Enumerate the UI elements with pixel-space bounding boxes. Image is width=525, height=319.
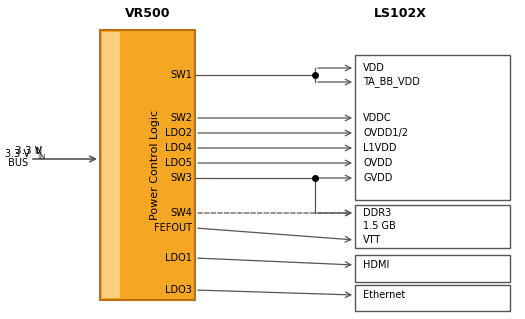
Text: LDO4: LDO4 (165, 143, 192, 153)
Text: 3.3 V: 3.3 V (5, 149, 30, 159)
Text: HDMI: HDMI (363, 260, 390, 270)
FancyBboxPatch shape (355, 55, 510, 200)
FancyBboxPatch shape (355, 205, 510, 248)
Text: LS102X: LS102X (374, 7, 426, 20)
Text: Ethernet: Ethernet (363, 290, 405, 300)
Text: VDD: VDD (363, 63, 385, 73)
Text: 3.3 V: 3.3 V (15, 146, 42, 156)
Text: OVDD1/2: OVDD1/2 (363, 128, 408, 138)
Text: SW4: SW4 (170, 208, 192, 218)
FancyBboxPatch shape (100, 30, 195, 300)
Text: BUS: BUS (0, 318, 1, 319)
Text: LDO1: LDO1 (165, 253, 192, 263)
Text: IN: IN (34, 147, 42, 156)
Text: VTT: VTT (363, 235, 381, 245)
FancyBboxPatch shape (102, 32, 120, 298)
Text: VR500: VR500 (125, 7, 170, 20)
Text: SW3: SW3 (170, 173, 192, 183)
Text: VDDC: VDDC (363, 113, 392, 123)
Text: GVDD: GVDD (363, 173, 392, 183)
Text: SW1: SW1 (170, 70, 192, 80)
Text: FEFOUT: FEFOUT (154, 223, 192, 233)
Text: Power Control Logic: Power Control Logic (151, 110, 161, 220)
Text: IN: IN (38, 154, 45, 160)
Text: BUS: BUS (5, 158, 28, 168)
Text: LDO3: LDO3 (165, 285, 192, 295)
Text: DDR3: DDR3 (363, 208, 391, 218)
Text: OVDD: OVDD (363, 158, 392, 168)
Text: TA_BB_VDD: TA_BB_VDD (363, 77, 420, 87)
Text: 1.5 GB: 1.5 GB (363, 221, 396, 231)
Text: SW2: SW2 (170, 113, 192, 123)
Text: LDO5: LDO5 (165, 158, 192, 168)
FancyBboxPatch shape (355, 285, 510, 311)
FancyBboxPatch shape (355, 255, 510, 282)
Text: LDO2: LDO2 (165, 128, 192, 138)
Text: L1VDD: L1VDD (363, 143, 396, 153)
